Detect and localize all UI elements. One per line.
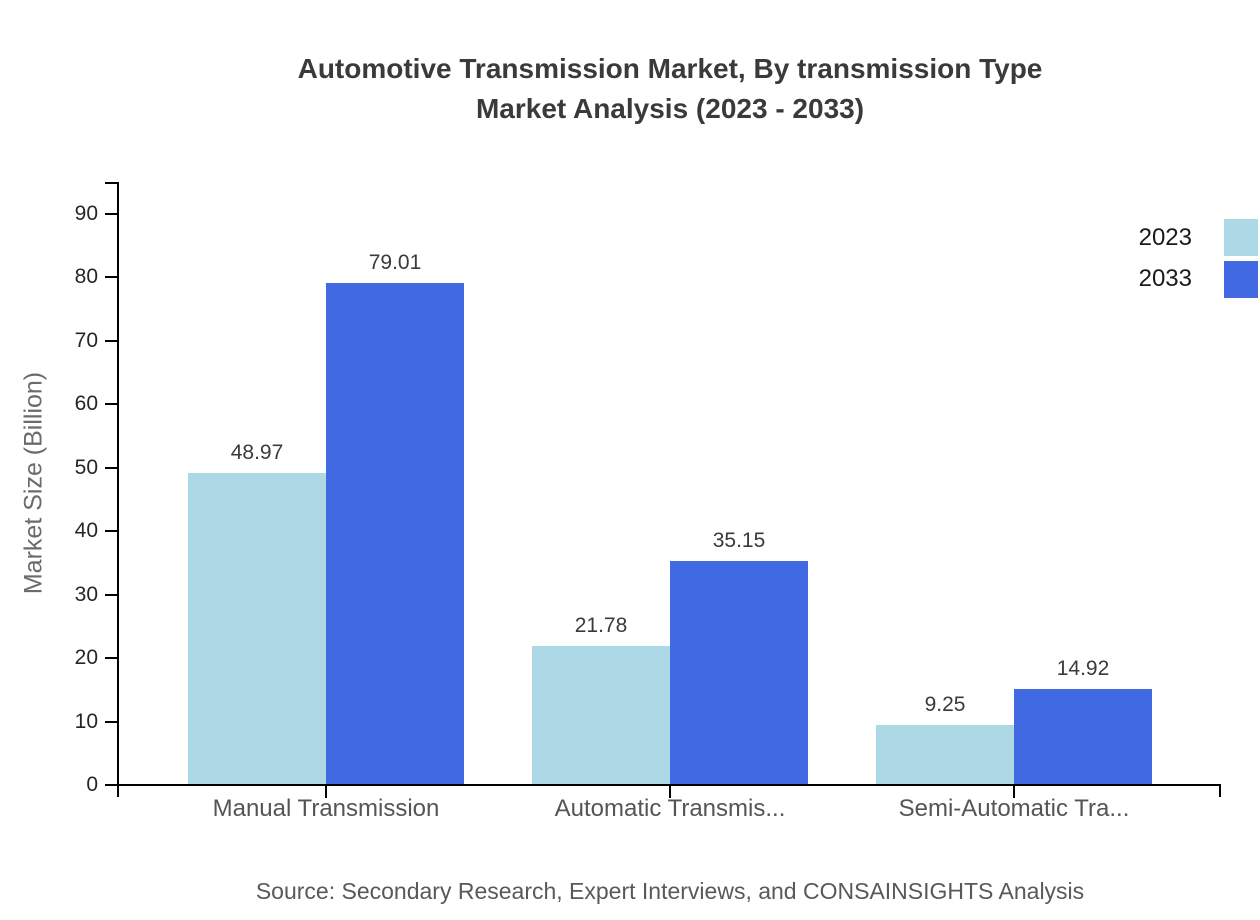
bar-2033-1 bbox=[670, 561, 808, 784]
y-axis-tick-20 bbox=[105, 657, 117, 660]
x-axis-line bbox=[117, 784, 1221, 786]
bar-value-label: 79.01 bbox=[368, 251, 422, 274]
category-label: Semi-Automatic Tra... bbox=[898, 795, 1130, 822]
y-axis-tick-label-20: 20 bbox=[74, 646, 98, 670]
category-label: Automatic Transmis... bbox=[554, 795, 786, 822]
x-axis-tick bbox=[1013, 786, 1015, 798]
legend-label-2033: 2033 bbox=[1138, 265, 1192, 292]
bar-value-label: 14.92 bbox=[1056, 657, 1110, 680]
y-axis-tick-label-60: 60 bbox=[74, 392, 98, 416]
y-axis-tick-label-50: 50 bbox=[74, 455, 98, 479]
legend-swatch-2033 bbox=[1224, 261, 1258, 298]
y-axis-tick-50 bbox=[105, 466, 117, 469]
y-axis-tick-60 bbox=[105, 403, 117, 406]
y-axis-tick-label-70: 70 bbox=[74, 328, 98, 352]
legend-swatch-2023 bbox=[1224, 219, 1258, 256]
bar-2033-2 bbox=[1014, 689, 1152, 784]
bar-2033-0 bbox=[326, 283, 464, 784]
legend-label-2023: 2023 bbox=[1138, 224, 1192, 251]
y-axis-tick-label-30: 30 bbox=[74, 582, 98, 606]
chart-title-line-2: Market Analysis (2023 - 2033) bbox=[475, 93, 865, 124]
y-axis-tick-label-0: 0 bbox=[86, 773, 98, 796]
y-axis-top-cap bbox=[105, 182, 119, 184]
bar-value-label: 35.15 bbox=[712, 529, 766, 552]
y-axis-tick-30 bbox=[105, 593, 117, 596]
category-label: Manual Transmission bbox=[212, 795, 440, 822]
source-note: Source: Secondary Research, Expert Inter… bbox=[255, 878, 1085, 904]
bar-2023-1 bbox=[532, 646, 670, 784]
chart-title-line-1: Automotive Transmission Market, By trans… bbox=[297, 53, 1043, 84]
y-axis-tick-10 bbox=[105, 720, 117, 723]
y-axis-line bbox=[117, 182, 119, 797]
bar-value-label: 48.97 bbox=[230, 441, 284, 464]
bar-2023-2 bbox=[876, 725, 1014, 784]
y-axis-tick-70 bbox=[105, 339, 117, 342]
y-axis-tick-label-40: 40 bbox=[74, 519, 98, 543]
bar-value-label: 9.25 bbox=[924, 693, 966, 716]
y-axis-tick-label-90: 90 bbox=[74, 202, 98, 225]
y-axis-tick-90 bbox=[105, 213, 117, 215]
y-axis-tick-40 bbox=[105, 530, 117, 533]
y-axis-tick-label-10: 10 bbox=[74, 709, 98, 733]
y-axis-tick-80 bbox=[105, 276, 117, 279]
x-axis-end-cap bbox=[1219, 784, 1221, 797]
y-axis-tick-label-80: 80 bbox=[74, 265, 98, 289]
x-axis-tick bbox=[325, 786, 327, 798]
bar-value-label: 21.78 bbox=[574, 614, 628, 637]
chart-title: Automotive Transmission Market, By trans… bbox=[118, 49, 1222, 129]
y-axis-tick-0 bbox=[105, 784, 117, 786]
x-axis-tick bbox=[669, 786, 671, 798]
bar-2023-0 bbox=[188, 473, 326, 784]
